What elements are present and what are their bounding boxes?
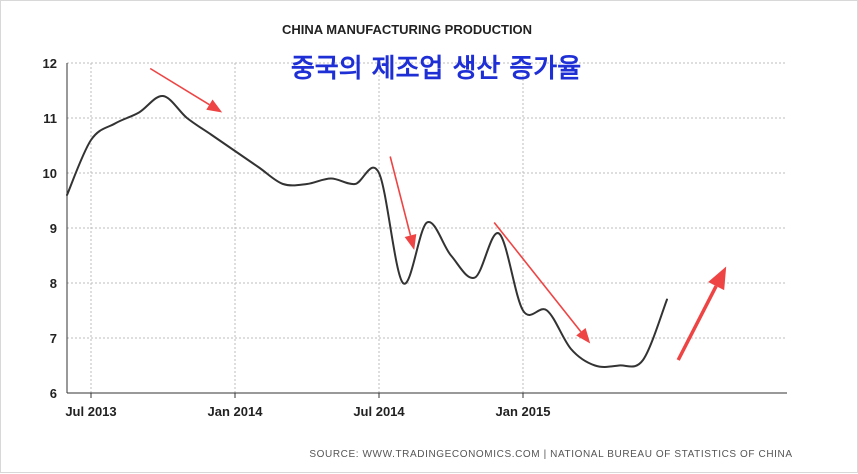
arrow-head	[708, 266, 727, 291]
y-tick-label: 10	[43, 166, 57, 181]
arrow-shaft	[676, 285, 718, 361]
arrow-shaft	[389, 156, 412, 236]
series-line	[66, 95, 668, 368]
x-tick-label: Jul 2013	[65, 404, 116, 419]
trend-arrow	[676, 266, 727, 361]
arrow-layer	[149, 67, 727, 361]
trend-arrow	[389, 156, 417, 250]
x-tick-label: Jul 2014	[353, 404, 405, 419]
arrow-head	[404, 233, 417, 250]
arrow-head	[576, 328, 591, 344]
series-layer	[66, 95, 668, 368]
grid-layer	[67, 62, 787, 394]
arrow-shaft	[493, 222, 582, 333]
korean-annotation: 중국의 제조업 생산 증가율	[291, 54, 581, 84]
y-tick-label: 9	[50, 221, 57, 236]
y-tick-label: 12	[43, 56, 57, 71]
chart-title: CHINA MANUFACTURING PRODUCTION	[282, 22, 532, 37]
arrow-head	[206, 99, 223, 113]
x-tick-label: Jan 2014	[208, 404, 264, 419]
y-tick-label: 11	[43, 111, 57, 126]
axis-layer: 6 7 8 9 10 11 12 Jul 2013 Jan 2014 Jul 2014 Jan 20…	[43, 56, 787, 419]
trend-arrow	[149, 67, 223, 113]
trend-arrow	[493, 222, 591, 344]
x-tick-label: Jan 2015	[496, 404, 551, 419]
y-tick-label: 6	[50, 386, 57, 401]
arrow-shaft	[149, 67, 210, 106]
y-tick-label: 7	[50, 331, 57, 346]
y-tick-label: 8	[50, 276, 57, 291]
source-note: SOURCE: WWW.TRADINGECONOMICS.COM | NATIO…	[309, 449, 792, 460]
